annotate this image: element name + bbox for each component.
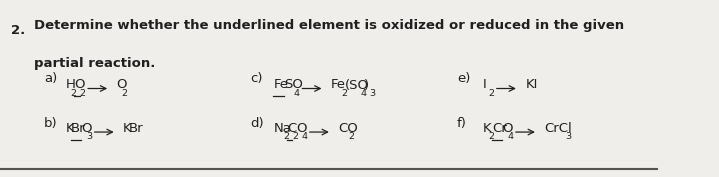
Text: (SO: (SO	[345, 79, 369, 92]
Text: Na: Na	[273, 122, 291, 135]
Text: 3: 3	[86, 132, 92, 141]
Text: d): d)	[250, 117, 264, 130]
Text: 4: 4	[508, 132, 513, 141]
Text: Cr: Cr	[492, 122, 507, 135]
Text: 4: 4	[360, 89, 366, 98]
Text: 2: 2	[283, 132, 290, 141]
Text: KI: KI	[526, 79, 538, 92]
Text: 2: 2	[70, 89, 77, 98]
Text: Fe: Fe	[331, 79, 346, 92]
Text: 2: 2	[122, 89, 128, 98]
Text: 2: 2	[488, 89, 494, 98]
Text: O: O	[116, 79, 127, 92]
Text: 3: 3	[565, 132, 571, 141]
Text: Determine whether the underlined element is oxidized or reduced in the given: Determine whether the underlined element…	[35, 19, 624, 32]
Text: C: C	[288, 122, 296, 135]
Text: ): )	[364, 79, 369, 92]
Text: K: K	[65, 122, 74, 135]
Text: CrCl: CrCl	[544, 122, 572, 135]
Text: 2: 2	[349, 132, 354, 141]
Text: Br: Br	[70, 122, 86, 135]
Text: O: O	[502, 122, 513, 135]
Text: 2: 2	[293, 132, 298, 141]
Text: Br: Br	[128, 122, 143, 135]
Text: e): e)	[457, 72, 470, 85]
Text: 2: 2	[80, 89, 86, 98]
Text: SO: SO	[283, 79, 303, 92]
Text: 2.: 2.	[12, 24, 25, 37]
Text: 3: 3	[369, 89, 375, 98]
Text: c): c)	[250, 72, 263, 85]
Text: I: I	[483, 79, 487, 92]
Text: 4: 4	[294, 89, 300, 98]
Text: O: O	[296, 122, 306, 135]
Text: a): a)	[44, 72, 58, 85]
Text: 2: 2	[342, 89, 347, 98]
Text: 4: 4	[301, 132, 307, 141]
Text: CO: CO	[339, 122, 358, 135]
Text: Fe: Fe	[273, 79, 288, 92]
Text: K: K	[483, 122, 492, 135]
Text: O: O	[81, 122, 91, 135]
Text: H: H	[65, 79, 75, 92]
Text: b): b)	[44, 117, 58, 130]
Text: K: K	[123, 122, 132, 135]
Text: partial reaction.: partial reaction.	[35, 57, 155, 70]
Text: O: O	[75, 79, 85, 92]
Text: f): f)	[457, 117, 467, 130]
Text: 2: 2	[488, 132, 494, 141]
